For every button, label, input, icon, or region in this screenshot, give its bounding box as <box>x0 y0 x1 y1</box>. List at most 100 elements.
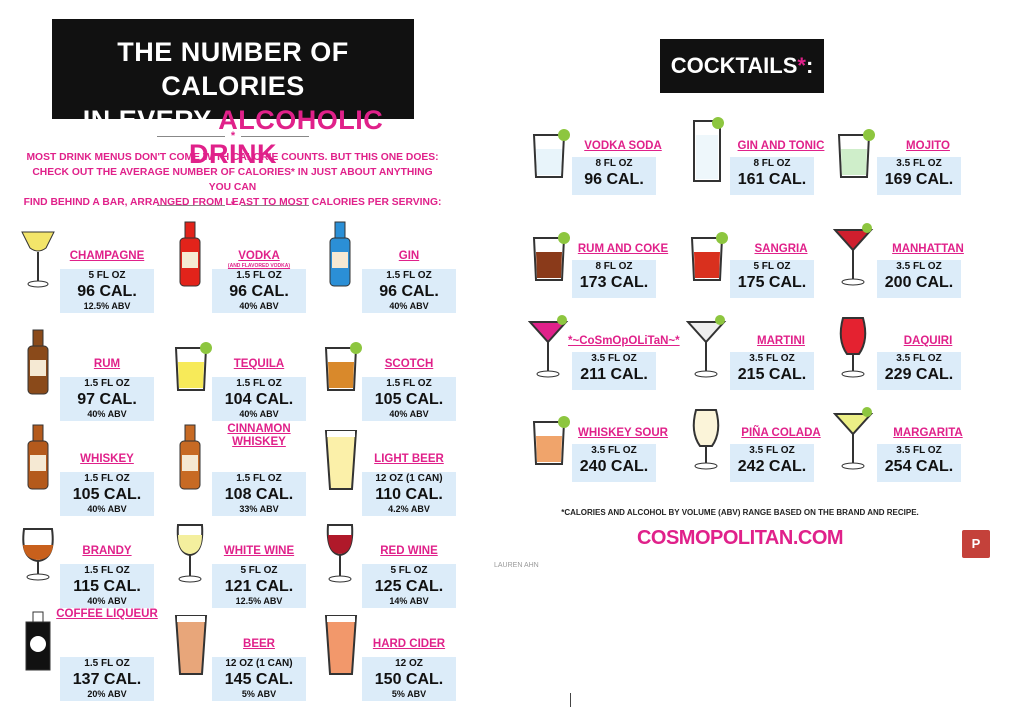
cocktail-card: RUM AND COKE 8 FL OZ 173 CAL. <box>528 218 688 308</box>
calories: 137 CAL. <box>72 671 142 688</box>
intro-line: MOST DRINK MENUS DON'T COME WITH CALORIE… <box>26 152 439 163</box>
cocktail-card: MARTINI 3.5 FL OZ 215 CAL. <box>686 310 846 400</box>
calories: 200 CAL. <box>884 274 954 291</box>
abv: 40% ABV <box>239 409 279 419</box>
serving: 3.5 FL OZ <box>896 445 942 456</box>
calories: 115 CAL. <box>73 578 141 595</box>
drink-icon <box>25 611 51 671</box>
drink-card: VODKA (AND FLAVORED VODKA) 1.5 FL OZ 96 CAL… <box>170 215 310 313</box>
cocktails-title: COCKTAILS*: <box>660 39 824 93</box>
cocktail-name: MANHATTAN <box>892 243 964 255</box>
drink-name: CHAMPAGNE <box>69 250 145 262</box>
serving: 5 FL OZ <box>88 270 126 281</box>
serving: 3.5 FL OZ <box>896 261 942 272</box>
cocktail-box: 8 FL OZ 96 CAL. <box>572 157 656 195</box>
calories: 229 CAL. <box>884 366 954 383</box>
calories: 108 CAL. <box>224 486 294 503</box>
drink-name: RUM <box>93 358 121 370</box>
pin-button[interactable]: P <box>962 530 990 558</box>
cocktail-card: GIN AND TONIC 8 FL OZ 161 CAL. <box>686 115 846 205</box>
calories: 242 CAL. <box>737 458 807 475</box>
drink-icon <box>532 129 570 178</box>
intro-line: FIND BEHIND A BAR, ARRANGED FROM LEAST T… <box>23 197 442 208</box>
drink-icon <box>324 615 358 675</box>
calories: 215 CAL. <box>737 366 807 383</box>
drink-box: 5 FL OZ 121 CAL. 12.5% ABV <box>212 564 306 608</box>
cocktail-card: PIÑA COLADA 3.5 FL OZ 242 CAL. <box>686 402 846 492</box>
drink-card: SCOTCH 1.5 FL OZ 105 CAL. 40% ABV <box>320 323 460 421</box>
serving: 3.5 FL OZ <box>749 353 795 364</box>
calories: 96 CAL. <box>379 283 439 300</box>
cocktail-card: *~CoSmOpOLiTaN~* 3.5 FL OZ 211 CAL. <box>528 310 688 400</box>
serving: 8 FL OZ <box>753 158 791 169</box>
drink-icon <box>176 524 204 583</box>
drink-name: BRANDY <box>82 545 132 557</box>
cocktail-card: DAQUIRI 3.5 FL OZ 229 CAL. <box>833 310 993 400</box>
drink-icon <box>179 424 201 490</box>
drink-icon <box>690 232 728 281</box>
abv: 5% ABV <box>391 689 427 699</box>
serving: 1.5 FL OZ <box>386 378 432 389</box>
drink-icon <box>179 221 201 287</box>
calories: 97 CAL. <box>77 391 137 408</box>
serving: 8 FL OZ <box>595 158 633 169</box>
calories: 175 CAL. <box>737 274 807 291</box>
serving: 1.5 FL OZ <box>84 565 130 576</box>
drink-icon <box>833 407 874 470</box>
title-white: IN EVERY <box>82 105 212 135</box>
abv: 4.2% ABV <box>388 504 430 514</box>
drink-icon <box>174 342 212 391</box>
serving: 1.5 FL OZ <box>84 378 130 389</box>
calories: 110 CAL. <box>375 486 443 503</box>
title-line1: THE NUMBER OF CALORIES <box>117 37 349 101</box>
serving: 3.5 FL OZ <box>591 445 637 456</box>
drink-name: GIN <box>398 250 420 262</box>
abv: 40% ABV <box>87 596 127 606</box>
drink-name: HARD CIDER <box>372 638 446 650</box>
calories: 104 CAL. <box>224 391 294 408</box>
drink-box: 5 FL OZ 125 CAL. 14% ABV <box>362 564 456 608</box>
title-box: THE NUMBER OF CALORIES IN EVERY ALCOHOLI… <box>52 19 414 169</box>
title-pink: ALCOHOLIC DRINK <box>189 105 384 169</box>
drink-icon <box>22 528 54 581</box>
drink-icon <box>839 317 867 378</box>
drink-subname: (AND FLAVORED VODKA) <box>227 263 291 269</box>
drink-card: HARD CIDER 12 OZ 150 CAL. 5% ABV <box>320 603 460 701</box>
cocktails-colon: : <box>805 53 814 78</box>
calories: 150 CAL. <box>374 671 444 688</box>
drink-name: WHITE WINE <box>223 545 295 557</box>
calories: 105 CAL. <box>72 486 142 503</box>
cocktail-name: DAQUIRI <box>903 335 953 347</box>
abv: 40% ABV <box>87 409 127 419</box>
intro-line: CHECK OUT THE AVERAGE NUMBER OF CALORIES… <box>32 167 433 193</box>
calories: 169 CAL. <box>884 171 954 188</box>
calories: 161 CAL. <box>737 171 807 188</box>
serving: 8 FL OZ <box>595 261 633 272</box>
cocktail-card: SANGRIA 5 FL OZ 175 CAL. <box>686 218 846 308</box>
drink-icon <box>27 329 49 395</box>
cocktail-box: 3.5 FL OZ 229 CAL. <box>877 352 961 390</box>
drink-icon <box>692 409 720 470</box>
abv: 5% ABV <box>241 689 277 699</box>
calories: 254 CAL. <box>884 458 954 475</box>
drink-name: VODKA <box>238 250 280 262</box>
drink-name: TEQUILA <box>233 358 285 370</box>
serving: 1.5 FL OZ <box>84 473 130 484</box>
drink-box: 1.5 FL OZ 96 CAL. 40% ABV <box>212 269 306 313</box>
serving: 5 FL OZ <box>240 565 278 576</box>
calories: 125 CAL. <box>374 578 444 595</box>
cocktail-name: MARGARITA <box>893 427 963 439</box>
serving: 3.5 FL OZ <box>896 353 942 364</box>
drink-icon <box>324 342 362 391</box>
credit: LAUREN AHN <box>494 562 539 569</box>
calories: 173 CAL. <box>579 274 649 291</box>
drink-box: 12 OZ 150 CAL. 5% ABV <box>362 657 456 701</box>
cocktail-box: 8 FL OZ 161 CAL. <box>730 157 814 195</box>
cocktail-card: MARGARITA 3.5 FL OZ 254 CAL. <box>833 402 993 492</box>
drink-icon <box>326 524 354 583</box>
drink-box: 5 FL OZ 96 CAL. 12.5% ABV <box>60 269 154 313</box>
cocktails-star: * <box>797 53 806 78</box>
drink-card: CINNAMON WHISKEY 1.5 FL OZ 108 CAL. 33% ABV <box>170 418 310 516</box>
calories: 121 CAL. <box>224 578 294 595</box>
